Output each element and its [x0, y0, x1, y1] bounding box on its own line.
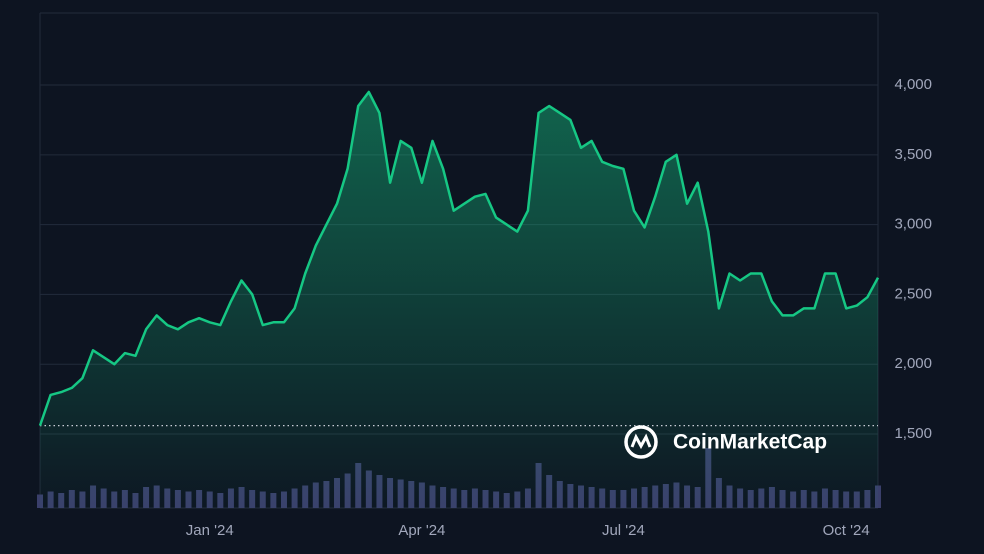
x-tick-label: Apr '24 [398, 522, 445, 539]
y-tick-label: 1,500 [894, 425, 932, 442]
watermark-logo: CoinMarketCap [624, 425, 827, 459]
y-tick-label: 4,000 [894, 76, 932, 93]
y-tick-label: 2,000 [894, 355, 932, 372]
area [40, 92, 878, 508]
plot-layer: 1,500 2,000 2,500 3,000 3,500 4,000 Jan '24 Apr… [37, 76, 932, 539]
price-line [38, 90, 880, 427]
watermark: CoinMarketCap [673, 431, 827, 454]
x-tick-label: Jul '24 [602, 522, 645, 539]
x-tick-label: Oct '24 [823, 522, 870, 539]
x-tick-label: Jan '24 [186, 522, 234, 539]
y-tick-label: 3,000 [894, 216, 932, 233]
y-tick-label: 2,500 [894, 285, 932, 302]
y-tick-label: 3,500 [894, 146, 932, 163]
